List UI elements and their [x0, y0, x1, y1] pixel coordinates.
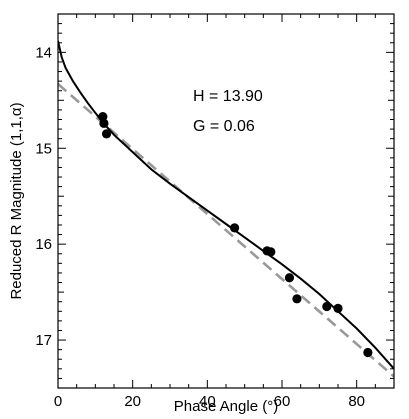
plot-area [58, 40, 394, 378]
data-point-11 [363, 347, 373, 358]
annotation-h-value: H = 13.90 [193, 88, 263, 105]
data-point-10 [333, 303, 343, 314]
x-tick-label: 80 [348, 393, 365, 410]
y-tick-label: 17 [35, 332, 52, 349]
y-tick-label: 16 [35, 236, 52, 253]
solid-fit-curve [58, 40, 394, 370]
x-tick-label: 40 [199, 393, 216, 410]
data-point-3 [101, 129, 112, 139]
annotation-g-value: G = 0.06 [193, 118, 255, 135]
data-point-4 [229, 223, 240, 233]
data-point-8 [292, 294, 302, 304]
y-tick-label: 15 [35, 140, 52, 157]
x-tick-label: 20 [124, 393, 141, 410]
x-tick-label: 0 [54, 393, 62, 410]
y-axis-label: Reduced R Magnitude (1,1,α) [8, 102, 25, 299]
x-tick-label: 60 [274, 393, 291, 410]
data-point-6 [266, 247, 276, 257]
x-axis-label: Phase Angle (°) [174, 398, 278, 414]
dashed-fit-line [58, 83, 394, 378]
data-point-2 [99, 118, 109, 128]
y-tick-label: 14 [35, 44, 52, 61]
data-point-7 [284, 273, 295, 283]
data-point-9 [322, 301, 332, 312]
axes: 0 20 40 60 80 14 15 16 17 [35, 13, 395, 410]
